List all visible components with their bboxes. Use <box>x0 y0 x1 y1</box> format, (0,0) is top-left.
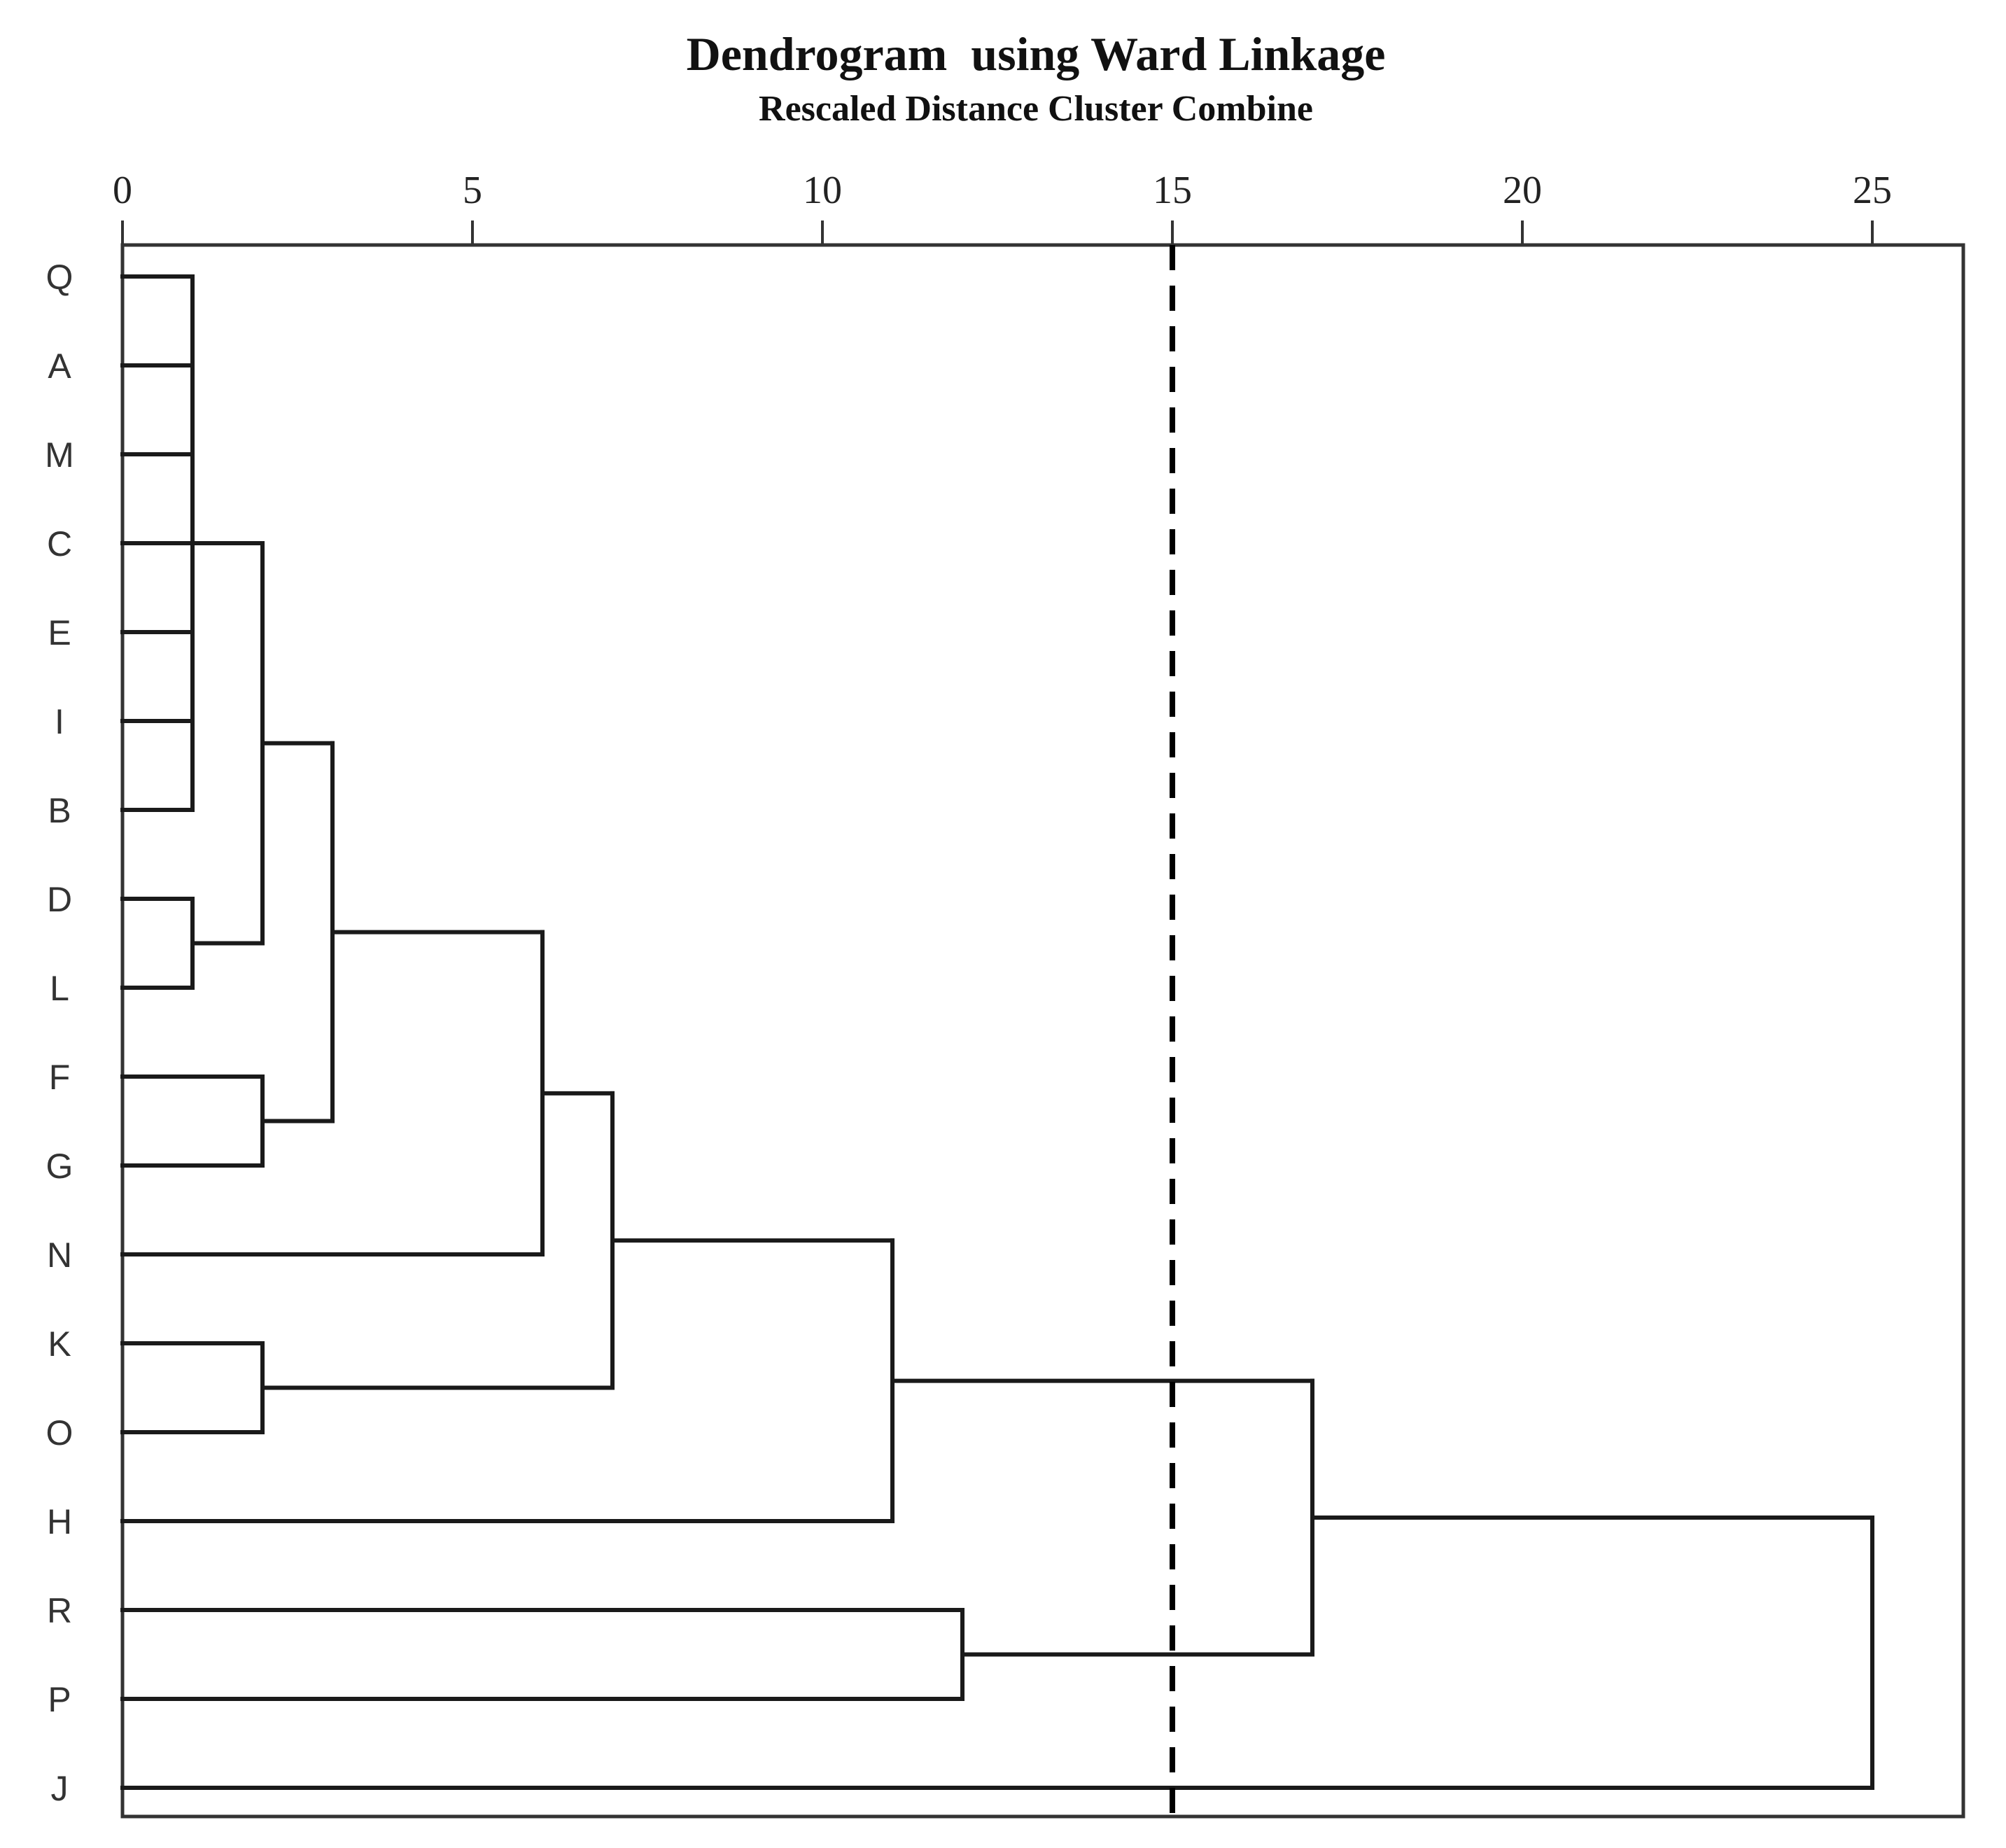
leaf-label: E <box>48 613 71 652</box>
leaf-label: G <box>46 1147 73 1186</box>
plot-frame <box>120 243 1965 1819</box>
x-tick-label: 20 <box>1503 169 1542 212</box>
leaf-label: P <box>48 1680 71 1719</box>
leaf-label: Q <box>46 258 73 297</box>
leaf-label: H <box>47 1502 72 1541</box>
x-tick-label: 5 <box>463 169 482 212</box>
leaf-label: F <box>49 1058 71 1097</box>
chart-title: Dendrogram using Ward Linkage <box>687 27 1386 80</box>
leaf-label: M <box>45 435 74 475</box>
x-tick-label: 25 <box>1853 169 1892 212</box>
leaf-label: C <box>47 524 72 564</box>
leaf-label: R <box>47 1591 72 1630</box>
x-tick-label: 10 <box>803 169 842 212</box>
leaf-label: N <box>47 1236 72 1275</box>
leaf-labels: Q A M C E I B D L F G N K O H R P J <box>45 258 74 1808</box>
x-tick-label: 15 <box>1153 169 1192 212</box>
leaf-label: J <box>51 1769 69 1808</box>
chart-subtitle: Rescaled Distance Cluster Combine <box>759 89 1313 129</box>
leaf-label: K <box>48 1324 71 1364</box>
x-axis: 0 5 10 15 20 25 <box>113 169 1892 245</box>
plot-frame-group <box>120 243 1965 1819</box>
x-tick-label: 0 <box>113 169 132 212</box>
leaf-label: O <box>46 1413 73 1452</box>
leaf-label: D <box>47 880 72 919</box>
dendrogram-links <box>120 274 1874 1790</box>
leaf-label: A <box>48 346 71 386</box>
leaf-label: I <box>55 702 64 741</box>
leaf-label: L <box>50 969 69 1008</box>
leaf-label: B <box>48 791 71 830</box>
